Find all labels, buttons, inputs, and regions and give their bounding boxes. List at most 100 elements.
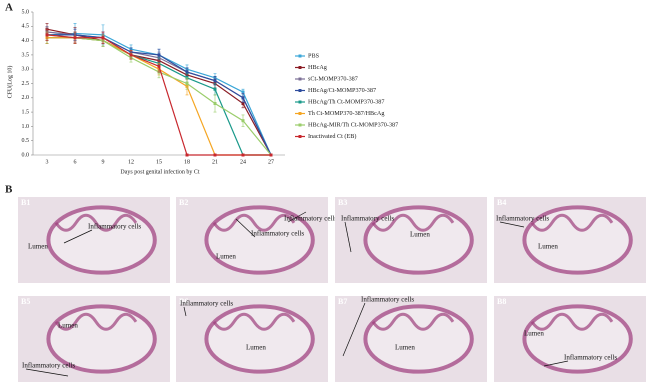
arrow (344, 221, 352, 253)
x-axis-label: Days post genital infection by Ct (120, 168, 199, 175)
point (185, 153, 189, 157)
arrow (287, 211, 307, 223)
tissue-fold (212, 312, 296, 331)
x-tick-label: 12 (128, 159, 134, 165)
point (129, 53, 133, 57)
image-annotation: Lumen (524, 330, 544, 338)
y-tick-label: 1.0 (22, 124, 30, 130)
micrograph: B1 Inflammatory cells Lumen (18, 197, 170, 283)
image-annotation: Inflammatory cells (341, 215, 394, 223)
tissue-fold (530, 213, 614, 232)
y-tick-label: 3.5 (22, 52, 30, 58)
point (213, 102, 217, 106)
legend-label: Inactivated Ct (EB) (308, 133, 356, 140)
legend-marker (298, 89, 302, 92)
image-id: B8 (497, 297, 506, 306)
image-annotation: Lumen (538, 243, 558, 251)
panel-label: B (5, 184, 13, 196)
micrograph: B5 Lumen Inflammatory cells (18, 296, 170, 382)
image-annotation: Inflammatory cells (22, 362, 75, 370)
point (213, 87, 217, 91)
y-tick-label: 4.0 (22, 38, 30, 44)
image-annotation: Lumen (28, 243, 48, 251)
image-annotation: Inflammatory cells (361, 296, 414, 304)
tissue-fold (212, 213, 296, 232)
y-tick-label: 3.0 (22, 67, 30, 73)
y-tick-label: 4.5 (22, 24, 30, 30)
image-id: B4 (497, 198, 506, 207)
legend-marker (298, 123, 302, 127)
image-annotation: Lumen (410, 231, 430, 239)
image-annotation: Lumen (246, 344, 266, 352)
arrow (543, 360, 569, 367)
legend-label: Th Ct-MOMP370-387/HBcAg (308, 110, 385, 117)
image-annotation: Inflammatory cells (180, 300, 233, 308)
image-id: B3 (338, 198, 347, 207)
legend-marker (298, 135, 302, 138)
arrow (499, 221, 525, 228)
x-tick-label: 9 (102, 159, 105, 165)
point (269, 153, 273, 157)
legend-marker (298, 66, 302, 69)
arrow (25, 368, 69, 377)
x-tick-label: 18 (184, 159, 190, 165)
image-id: B5 (21, 297, 30, 306)
y-tick-label: 0.5 (22, 138, 30, 144)
legend-label: HBcAg/Th Ct-MOMP370-387 (308, 98, 385, 105)
point (241, 102, 245, 106)
tissue-fold (371, 213, 455, 232)
point (241, 90, 245, 94)
series-line (46, 28, 272, 156)
image-annotation: Lumen (58, 322, 78, 330)
tissue (204, 304, 315, 374)
arrow (183, 306, 187, 317)
arrow (342, 302, 366, 357)
y-tick-label: 1.5 (22, 109, 30, 115)
legend-marker (298, 100, 302, 104)
y-tick-label: 2.0 (22, 95, 30, 101)
point (157, 53, 161, 57)
image-annotation: Inflammatory cells (284, 215, 337, 223)
tissue-fold (54, 213, 138, 232)
point (185, 82, 189, 85)
point (241, 119, 245, 123)
x-tick-label: 27 (268, 159, 274, 165)
legend-marker (298, 77, 302, 81)
legend-label: sCt-MOMP370-387 (308, 75, 358, 82)
x-tick-label: 21 (212, 159, 218, 165)
image-annotation: Inflammatory cells (88, 223, 141, 231)
tissue (363, 304, 474, 374)
arrow (235, 218, 256, 238)
image-annotation: Lumen (216, 253, 236, 261)
image-annotation: Inflammatory cells (251, 230, 304, 238)
point (157, 64, 161, 68)
y-axis-label: CFU(Log 10) (6, 66, 13, 99)
point (241, 96, 245, 100)
x-tick-label: 6 (74, 159, 77, 165)
y-tick-label: 5.0 (22, 9, 30, 15)
tissue (46, 205, 157, 275)
x-tick-label: 15 (156, 159, 162, 165)
tissue-fold (54, 312, 138, 331)
point (185, 70, 189, 74)
micrograph: B4 Inflammatory cells Lumen (494, 197, 646, 283)
image-id: B6 (179, 297, 188, 306)
point (45, 33, 49, 37)
legend-label: PBS (308, 52, 320, 59)
legend-label: HBcAg/Ct-MOMP370-387 (308, 87, 376, 94)
image-id: B7 (338, 297, 347, 306)
micrograph: B7 Inflammatory cells Lumen (335, 296, 487, 382)
legend-label: HBcAg (308, 64, 327, 71)
micrograph: B8 Lumen Inflammatory cells (494, 296, 646, 382)
arrow (63, 229, 93, 244)
image-id: B1 (21, 198, 30, 207)
point (73, 36, 77, 40)
image-annotation: Lumen (395, 344, 415, 352)
tissue-fold (371, 312, 455, 331)
point (101, 36, 105, 40)
panel-label: A (5, 2, 13, 14)
image-id: B2 (179, 198, 188, 207)
